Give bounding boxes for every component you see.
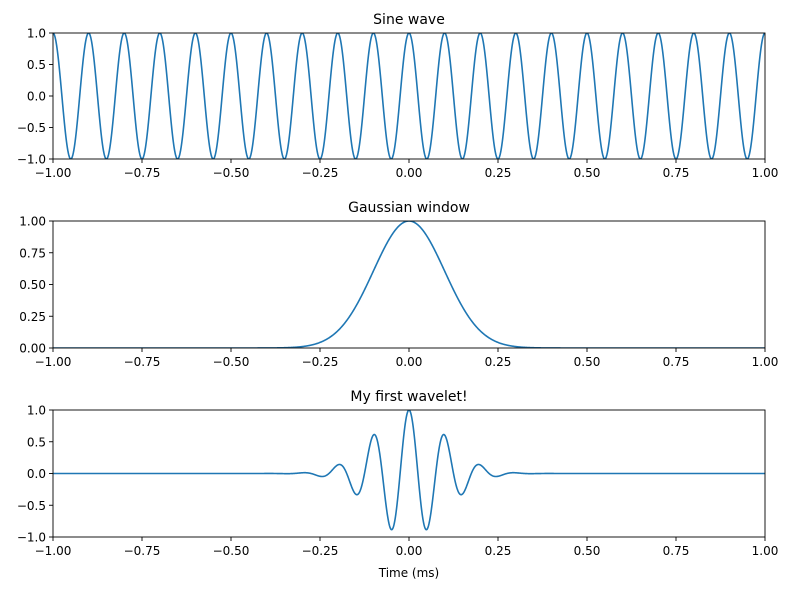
x-tick-label: −1.00 [35,544,72,558]
y-tick-label: 0.00 [19,342,46,356]
x-tick-label: −1.00 [35,355,72,369]
x-tick-label: 0.00 [396,544,423,558]
x-tick-label: −0.75 [124,166,161,180]
x-tick-label: −0.25 [302,355,339,369]
x-tick-label: 0.00 [396,166,423,180]
y-tick-label: 1.0 [27,27,46,41]
x-tick-label: −0.50 [213,166,250,180]
x-tick-label: 1.00 [752,355,779,369]
x-tick-label: 0.25 [485,166,512,180]
x-axis-label: Time (ms) [378,566,440,580]
x-tick-label: 0.25 [485,544,512,558]
y-tick-label: 0.75 [19,246,46,260]
series-line [53,33,765,159]
subplot-stack: −1.00 −0.75 −0.50 −0.25 0.00 0.25 0.50 0.75 1.00… [17,12,779,580]
x-tick-label: −0.25 [302,166,339,180]
x-tick-label: 0.75 [663,355,690,369]
x-tick-label: 0.25 [485,355,512,369]
x-tick-label: 0.00 [396,355,423,369]
x-tick-label: −0.75 [124,355,161,369]
subplot-title: Sine wave [373,12,445,28]
y-tick-label: 0.0 [27,467,46,481]
x-tick-label: 0.75 [663,166,690,180]
subplot-title: Gaussian window [348,200,470,216]
x-tick-label: 1.00 [752,544,779,558]
series-line [53,410,765,531]
x-tick-label: −0.75 [124,544,161,558]
subplot-1: −1.00 −0.75 −0.50 −0.25 0.00 0.25 0.50 0.75 1.00… [17,12,779,180]
y-tick-label: 1.0 [27,404,46,418]
x-tick-label: 0.75 [663,544,690,558]
x-tick-label: 0.50 [574,355,601,369]
y-tick-label: −0.5 [17,121,46,135]
x-tick-label: −0.25 [302,544,339,558]
x-tick-label: −0.50 [213,544,250,558]
y-tick-label: −1.0 [17,531,46,545]
x-tick-label: 0.50 [574,544,601,558]
subplot-title: My first wavelet! [350,389,467,405]
subplot-2: −1.00 −0.75 −0.50 −0.25 0.00 0.25 0.50 0.75 1.00… [19,200,778,369]
y-tick-label: 0.5 [27,58,46,72]
x-tick-label: 1.00 [752,166,779,180]
subplot-3: −1.00 −0.75 −0.50 −0.25 0.00 0.25 0.50 0.75 1.00… [17,389,779,580]
x-tick-label: −0.50 [213,355,250,369]
y-tick-label: 0.0 [27,90,46,104]
x-tick-label: 0.50 [574,166,601,180]
x-tick-label: −1.00 [35,166,72,180]
y-tick-label: −1.0 [17,153,46,167]
y-tick-label: 0.5 [27,435,46,449]
y-tick-label: 0.25 [19,310,46,324]
y-tick-label: −0.5 [17,499,46,513]
y-tick-label: 0.50 [19,278,46,292]
y-tick-label: 1.00 [19,215,46,229]
